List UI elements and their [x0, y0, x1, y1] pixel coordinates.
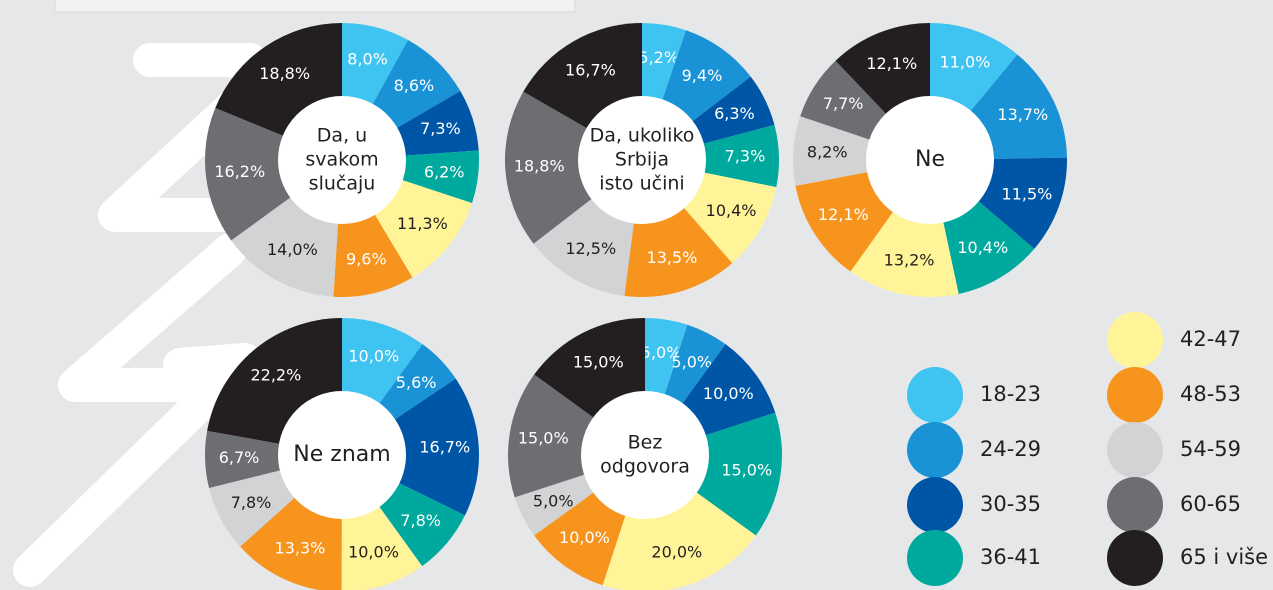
center-label: Bez — [628, 432, 663, 454]
center-label: Srbija — [615, 149, 669, 171]
pie-slice — [793, 116, 930, 186]
slice-label: 5,0% — [533, 491, 574, 510]
slice-label: 11,3% — [397, 214, 448, 233]
legend-label: 30-35 — [980, 492, 1041, 516]
slice-label: 8,6% — [394, 76, 435, 95]
donut-hole — [278, 391, 406, 519]
slice-label: 8,0% — [347, 50, 388, 69]
arrow-decoration — [13, 43, 267, 587]
pie-slice — [204, 430, 342, 488]
pie-slice — [508, 374, 645, 498]
legend-swatch — [1107, 422, 1163, 478]
pie-slice — [342, 378, 479, 516]
center-label: Ne — [915, 147, 945, 172]
center-label: isto učini — [599, 173, 684, 195]
legend-swatch — [1107, 312, 1163, 368]
slice-label: 10,4% — [706, 201, 757, 220]
slice-label: 15,0% — [573, 353, 624, 372]
slice-label: 15,0% — [721, 461, 772, 480]
legend-label: 60-65 — [1180, 492, 1241, 516]
slice-label: 13,2% — [884, 250, 935, 269]
slice-label: 10,0% — [348, 347, 399, 366]
center-label: Da, u — [317, 125, 367, 147]
center-label: Da, ukoliko — [590, 125, 695, 147]
center-label: svakom — [305, 149, 378, 171]
legend-swatch — [907, 367, 963, 423]
legend-swatch — [907, 477, 963, 533]
slice-label: 9,4% — [682, 66, 723, 85]
legend-label: 24-29 — [980, 437, 1041, 461]
slice-label: 6,2% — [424, 162, 465, 181]
slice-label: 5,2% — [638, 48, 679, 67]
legend-swatch — [907, 422, 963, 478]
slice-label: 12,5% — [565, 239, 616, 258]
slice-label: 13,7% — [997, 105, 1048, 124]
legend-swatch — [907, 530, 963, 586]
legend-label: 18-23 — [980, 382, 1041, 406]
slice-label: 15,0% — [518, 428, 569, 447]
slice-label: 10,0% — [559, 528, 610, 547]
donut-hole — [278, 96, 406, 224]
slice-label: 7,8% — [231, 493, 272, 512]
slice-label: 6,3% — [714, 104, 755, 123]
slice-label: 12,1% — [866, 54, 917, 73]
slice-label: 11,5% — [1002, 184, 1053, 203]
slice-label: 20,0% — [651, 542, 702, 561]
slice-label: 16,2% — [214, 162, 265, 181]
center-label: Ne znam — [293, 442, 390, 467]
slice-label: 7,3% — [725, 146, 766, 165]
slice-label: 14,0% — [267, 240, 318, 259]
donut-hole — [578, 96, 706, 224]
slice-label: 10,0% — [348, 543, 399, 562]
legend-label: 48-53 — [1180, 382, 1241, 406]
pie-slice — [205, 107, 342, 241]
slice-label: 16,7% — [565, 60, 616, 79]
center-label: odgovora — [600, 456, 690, 478]
pie-slice — [642, 124, 779, 188]
legend-label: 65 i više — [1180, 545, 1268, 569]
slice-label: 9,6% — [346, 250, 387, 269]
donut-hole — [866, 96, 994, 224]
slice-label: 7,8% — [400, 511, 441, 530]
slice-label: 13,3% — [275, 539, 326, 558]
slice-label: 18,8% — [514, 156, 565, 175]
top-banner — [54, 0, 576, 13]
slice-label: 12,1% — [818, 205, 869, 224]
legend-swatch — [1107, 367, 1163, 423]
slice-label: 7,3% — [420, 119, 461, 138]
donut-hole — [581, 391, 709, 519]
slice-label: 22,2% — [250, 366, 301, 385]
legend-label: 36-41 — [980, 545, 1041, 569]
legend-swatch — [1107, 530, 1163, 586]
slice-label: 7,7% — [823, 94, 864, 113]
legend-label: 54-59 — [1180, 437, 1241, 461]
slice-label: 13,5% — [647, 248, 698, 267]
slice-label: 5,0% — [641, 343, 682, 362]
legend-label: 42-47 — [1180, 327, 1241, 351]
legend-swatch — [1107, 477, 1163, 533]
slice-label: 5,0% — [671, 353, 712, 372]
slice-label: 6,7% — [219, 448, 260, 467]
pie-slice — [645, 412, 782, 536]
pie-slice — [505, 91, 642, 244]
center-label: slučaju — [309, 173, 376, 195]
slice-label: 16,7% — [419, 438, 470, 457]
slice-label: 10,4% — [957, 238, 1008, 257]
slice-label: 10,0% — [703, 384, 754, 403]
slice-label: 18,8% — [259, 64, 310, 83]
slice-label: 11,0% — [940, 53, 991, 72]
slice-label: 8,2% — [807, 143, 848, 162]
slice-label: 5,6% — [396, 373, 437, 392]
